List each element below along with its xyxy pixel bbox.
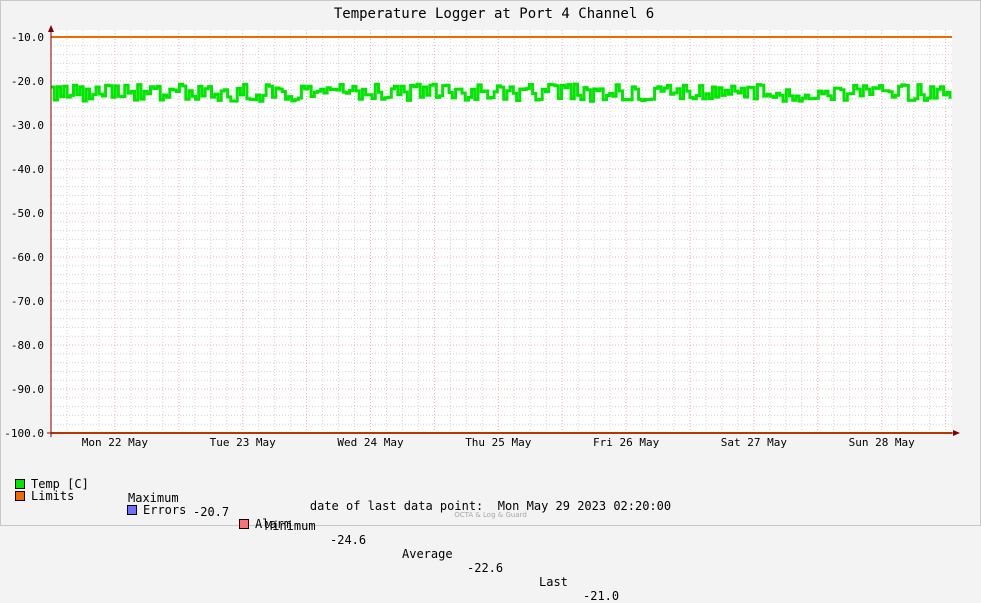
legend-temp-swatch: [15, 479, 25, 489]
stat-average-label: Average: [402, 547, 453, 561]
y-axis-tick-labels: -10.0 -20.0 -30.0 -40.0 -50.0 -60.0 -70.0 -80.0…: [4, 31, 44, 440]
legend-temp-label: Temp [C]: [31, 477, 89, 491]
x-axis-tick-labels: Mon 22 May Tue 23 May Wed 24 May Thu 25 May…: [82, 436, 915, 449]
legend-row-status: Limits Errors Alarm: [15, 475, 291, 531]
y-tick-label: -20.0: [11, 75, 44, 88]
legend-limits-label: Limits: [31, 489, 75, 503]
stat-last-value: -21.0: [583, 589, 620, 603]
stat-last-label: Last: [539, 575, 568, 589]
y-tick-label: -90.0: [11, 383, 44, 396]
temperature-chart: Temperature Logger at Port 4 Channel 6 -…: [4, 6, 960, 449]
x-tick-label: Sat 27 May: [721, 436, 788, 449]
stat-average-value: -22.6: [467, 561, 504, 575]
x-tick-label: Fri 26 May: [593, 436, 660, 449]
x-tick-label: Sun 28 May: [849, 436, 916, 449]
legend-errors-swatch: [127, 505, 137, 515]
legend-errors-label: Errors: [143, 503, 187, 517]
temp-line: [51, 82, 952, 103]
legend-limits-swatch: [15, 491, 25, 501]
legend-alarm-label: Alarm: [255, 517, 292, 531]
minor-gridlines: [51, 30, 952, 433]
x-axis-arrow: [953, 430, 960, 436]
last-data-point: date of last data point: Mon May 29 2023…: [0, 499, 981, 513]
legend-limits: Limits: [15, 489, 74, 503]
y-tick-label: -100.0: [4, 427, 44, 440]
x-tick-label: Mon 22 May: [82, 436, 149, 449]
y-tick-label: -40.0: [11, 163, 44, 176]
legend-errors: Errors: [127, 503, 186, 517]
x-tick-label: Wed 24 May: [337, 436, 404, 449]
credit-watermark: OCTA & Log & Guard: [454, 511, 527, 519]
stat-minimum-value: -24.6: [330, 533, 367, 547]
x-tick-label: Thu 25 May: [465, 436, 532, 449]
x-tick-label: Tue 23 May: [210, 436, 277, 449]
stat-maximum-value: -20.7: [193, 505, 230, 519]
y-tick-label: -70.0: [11, 295, 44, 308]
last-data-point-value: Mon May 29 2023 02:20:00: [497, 499, 672, 513]
legend-alarm-swatch: [239, 519, 249, 529]
series-temp: [51, 82, 952, 103]
y-tick-label: -80.0: [11, 339, 44, 352]
last-data-point-label: date of last data point:: [309, 499, 484, 513]
y-tick-label: -60.0: [11, 251, 44, 264]
axes: [47, 25, 960, 437]
y-tick-label: -30.0: [11, 119, 44, 132]
y-tick-label: -50.0: [11, 207, 44, 220]
major-gridlines: [51, 30, 952, 434]
chart-title: Temperature Logger at Port 4 Channel 6: [334, 6, 654, 22]
y-tick-label: -10.0: [11, 31, 44, 44]
y-axis-arrow: [48, 25, 54, 32]
legend-alarm: Alarm: [239, 517, 291, 531]
stat-maximum-label: Maximum: [128, 491, 179, 505]
legend-temp: Temp [C]: [15, 477, 89, 491]
